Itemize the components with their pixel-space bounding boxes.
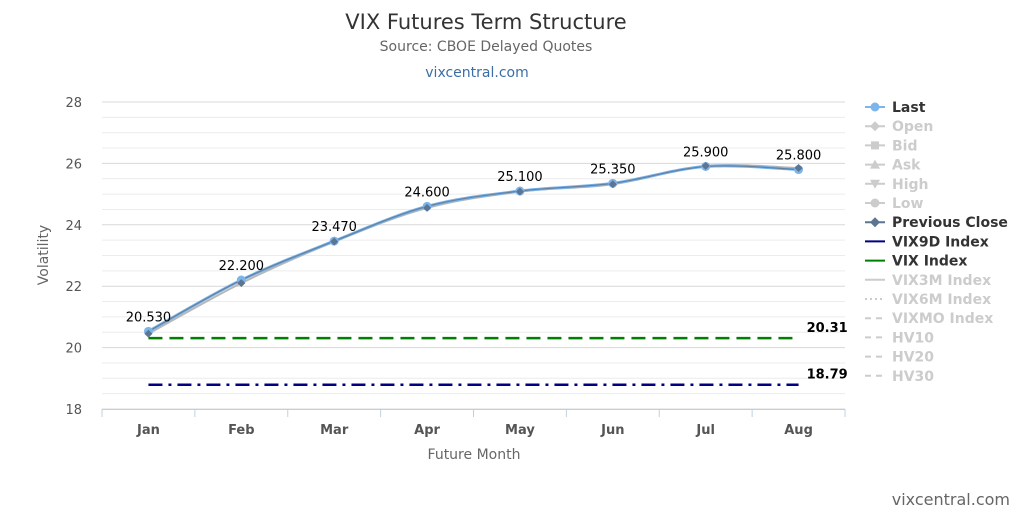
chart-title: VIX Futures Term Structure xyxy=(345,10,626,34)
x-axis: Jan Feb Mar Apr May Jun Jul Aug xyxy=(101,409,846,438)
last-data-label: 24.600 xyxy=(404,185,450,200)
vix9d-index-line-end-label: 18.79 xyxy=(807,368,848,383)
legend-item-high[interactable]: High xyxy=(865,177,929,193)
legend-marker xyxy=(871,141,879,150)
legend-label: VIXMO Index xyxy=(892,311,993,327)
previous-close-point xyxy=(237,279,246,288)
y-tick-label: 28 xyxy=(65,96,82,111)
legend-item-ask[interactable]: Ask xyxy=(865,158,921,174)
y-tick-label: 22 xyxy=(65,280,82,295)
legend-item-vixmo-index[interactable]: VIXMO Index xyxy=(865,311,993,327)
x-tick-label: Mar xyxy=(320,423,349,438)
legend-label: HV30 xyxy=(892,369,934,385)
legend-marker xyxy=(870,102,880,112)
x-tick-label: Feb xyxy=(228,423,254,438)
legend-item-open[interactable]: Open xyxy=(865,119,933,135)
x-tick-label: Apr xyxy=(414,423,440,438)
y-tick-label: 26 xyxy=(65,157,82,172)
legend-item-hv30[interactable]: HV30 xyxy=(865,369,934,385)
series-layer xyxy=(143,161,804,386)
legend: Last Open Bid Ask High Low Previous Close VIX9D… xyxy=(865,100,1008,385)
x-tick-label: Aug xyxy=(784,423,813,438)
last-data-label: 25.100 xyxy=(497,170,543,185)
last-line-overlay xyxy=(148,165,799,332)
legend-label: VIX9D Index xyxy=(892,234,989,250)
y-tick-label: 18 xyxy=(65,403,82,418)
legend-item-low[interactable]: Low xyxy=(865,196,924,212)
legend-label: VIX3M Index xyxy=(892,273,991,289)
previous-close-point xyxy=(608,180,617,189)
x-tick-label: Jul xyxy=(695,423,715,438)
legend-item-previous-close[interactable]: Previous Close xyxy=(865,215,1008,231)
x-tick-label: May xyxy=(505,423,535,438)
last-data-label: 25.350 xyxy=(590,162,636,177)
y-tick-label: 20 xyxy=(65,342,82,357)
legend-label: Previous Close xyxy=(892,215,1008,231)
chart-subtitle: Source: CBOE Delayed Quotes xyxy=(380,39,593,55)
legend-item-vix3m-index[interactable]: VIX3M Index xyxy=(865,273,991,289)
grid-lines xyxy=(102,101,845,410)
legend-label: VIX Index xyxy=(892,254,967,270)
legend-label: Ask xyxy=(892,158,921,174)
legend-label: VIX6M Index xyxy=(892,292,991,308)
y-axis: 18 20 22 24 26 28 xyxy=(65,96,82,418)
legend-label: High xyxy=(892,177,929,193)
previous-close-point xyxy=(423,203,432,212)
x-axis-label: Future Month xyxy=(428,447,521,463)
last-data-label: 25.800 xyxy=(776,149,822,164)
footer-credit: vixcentral.com xyxy=(892,490,1010,509)
legend-marker xyxy=(870,179,880,189)
y-tick-label: 24 xyxy=(65,219,82,234)
legend-label: Low xyxy=(892,196,924,212)
last-data-label: 22.200 xyxy=(219,259,265,274)
legend-item-last[interactable]: Last xyxy=(865,100,926,116)
legend-item-hv20[interactable]: HV20 xyxy=(865,350,934,366)
legend-marker xyxy=(870,159,880,169)
last-data-label: 23.470 xyxy=(311,220,357,235)
legend-label: Open xyxy=(892,119,933,135)
legend-label: Last xyxy=(892,100,926,116)
last-line xyxy=(147,164,799,333)
last-data-label: 25.900 xyxy=(683,145,729,160)
previous-close-point xyxy=(794,164,803,173)
source-link[interactable]: vixcentral.com xyxy=(425,65,528,81)
previous-close-point xyxy=(701,161,710,170)
previous-close-point xyxy=(515,187,524,196)
legend-label: HV20 xyxy=(892,350,934,366)
legend-label: Bid xyxy=(892,138,918,154)
data-labels: 18.79 20.31 20.530 22.200 23.470 24.600 25.100… xyxy=(126,145,848,382)
previous-close-line xyxy=(147,164,799,335)
legend-item-bid[interactable]: Bid xyxy=(865,138,918,154)
previous-close-point xyxy=(330,237,339,246)
previous-close-point xyxy=(144,329,153,338)
x-tick-label: Jan xyxy=(136,423,160,438)
legend-label: HV10 xyxy=(892,330,934,346)
last-data-label: 20.530 xyxy=(126,310,172,325)
legend-marker xyxy=(870,217,880,228)
vix-index-line-end-label: 20.31 xyxy=(807,321,848,336)
legend-marker xyxy=(870,121,880,132)
x-tick-label: Jun xyxy=(600,423,624,438)
legend-item-vix9d-index[interactable]: VIX9D Index xyxy=(865,234,989,250)
y-axis-label: Volatility xyxy=(36,225,52,285)
legend-item-hv10[interactable]: HV10 xyxy=(865,330,934,346)
legend-item-vix6m-index[interactable]: VIX6M Index xyxy=(865,292,991,308)
legend-item-vix-index[interactable]: VIX Index xyxy=(865,254,967,270)
legend-marker xyxy=(870,198,880,208)
